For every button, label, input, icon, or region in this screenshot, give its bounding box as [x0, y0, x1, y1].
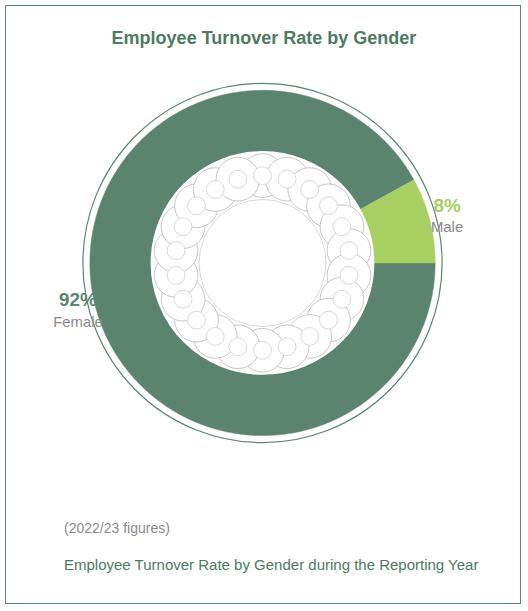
svg-text:Female: Female [53, 314, 103, 330]
html-text:(2022/23 figures): (2022/23 figures) [64, 520, 170, 536]
html-text:Employee Turnover Rate by Gend: Employee Turnover Rate by Gender [111, 28, 417, 48]
svg-text:Male: Male [431, 219, 463, 235]
svg-text:92%: 92% [59, 289, 97, 310]
html-text:Employee Turnover Rate by Gend: Employee Turnover Rate by Gender during … [64, 556, 479, 573]
svg-text:8%: 8% [433, 195, 460, 216]
